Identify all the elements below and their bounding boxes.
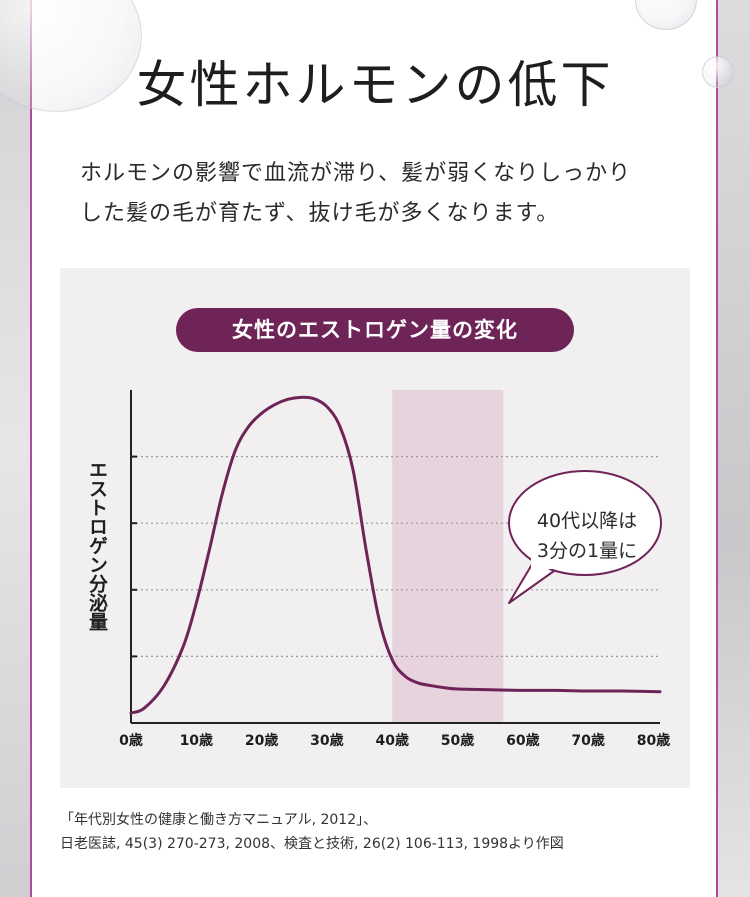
chart-y-axis-label: エストロゲン分泌量	[86, 460, 108, 631]
x-tick-label: 20歳	[245, 732, 278, 749]
lead-line-2: した髪の毛が育たず、抜け毛が多くなります。	[80, 201, 560, 226]
callout-text: 40代以降は 3分の1量に	[512, 506, 662, 566]
lead-line-1: ホルモンの影響で血流が滞り、髪が弱くなりしっかり	[80, 161, 632, 186]
x-tick-label: 0歳	[119, 732, 143, 749]
page-title: 女性ホルモンの低下	[130, 52, 620, 122]
source-citation: 「年代別女性の健康と働き方マニュアル, 2012」、 日老医誌, 45(3) 2…	[60, 808, 700, 856]
bubble-decoration-right	[702, 56, 734, 88]
callout-bubble	[508, 470, 662, 576]
estrogen-line	[129, 395, 662, 715]
estrogen-chart: 0歳 10歳 20歳 30歳 40歳 50歳 60歳 70歳 80歳	[119, 390, 670, 749]
x-tick-label: 50歳	[441, 732, 474, 749]
page-title-text: 女性ホルモンの低下	[136, 56, 614, 114]
chart-panel: 女性のエストロゲン量の変化 0歳 10歳 20歳 30歳 40歳 50歳 60歳 70歳 80歳…	[60, 268, 690, 788]
x-tick-label: 40歳	[375, 732, 408, 749]
x-tick-label: 10歳	[180, 732, 213, 749]
source-line-2: 日老医誌, 45(3) 270-273, 2008、検査と技術, 26(2) 1…	[60, 836, 564, 852]
lead-text: ホルモンの影響で血流が滞り、髪が弱くなりしっかり した髪の毛が育たず、抜け毛が多…	[80, 154, 680, 234]
callout-line-1: 40代以降は	[536, 510, 638, 532]
x-tick-label: 30歳	[310, 732, 343, 749]
x-tick-label: 80歳	[637, 732, 670, 749]
highlight-band	[392, 390, 504, 723]
x-tick-label: 60歳	[506, 732, 539, 749]
callout-tail-cover	[531, 555, 557, 569]
callout-line-2: 3分の1量に	[536, 540, 638, 562]
x-tick-label: 70歳	[571, 732, 604, 749]
chart-title: 女性のエストロゲン量の変化	[176, 308, 574, 352]
source-line-1: 「年代別女性の健康と働き方マニュアル, 2012」、	[60, 812, 378, 828]
background-right	[718, 0, 750, 897]
title-wrap: 女性ホルモンの低下	[0, 52, 750, 122]
background-left	[0, 0, 30, 897]
